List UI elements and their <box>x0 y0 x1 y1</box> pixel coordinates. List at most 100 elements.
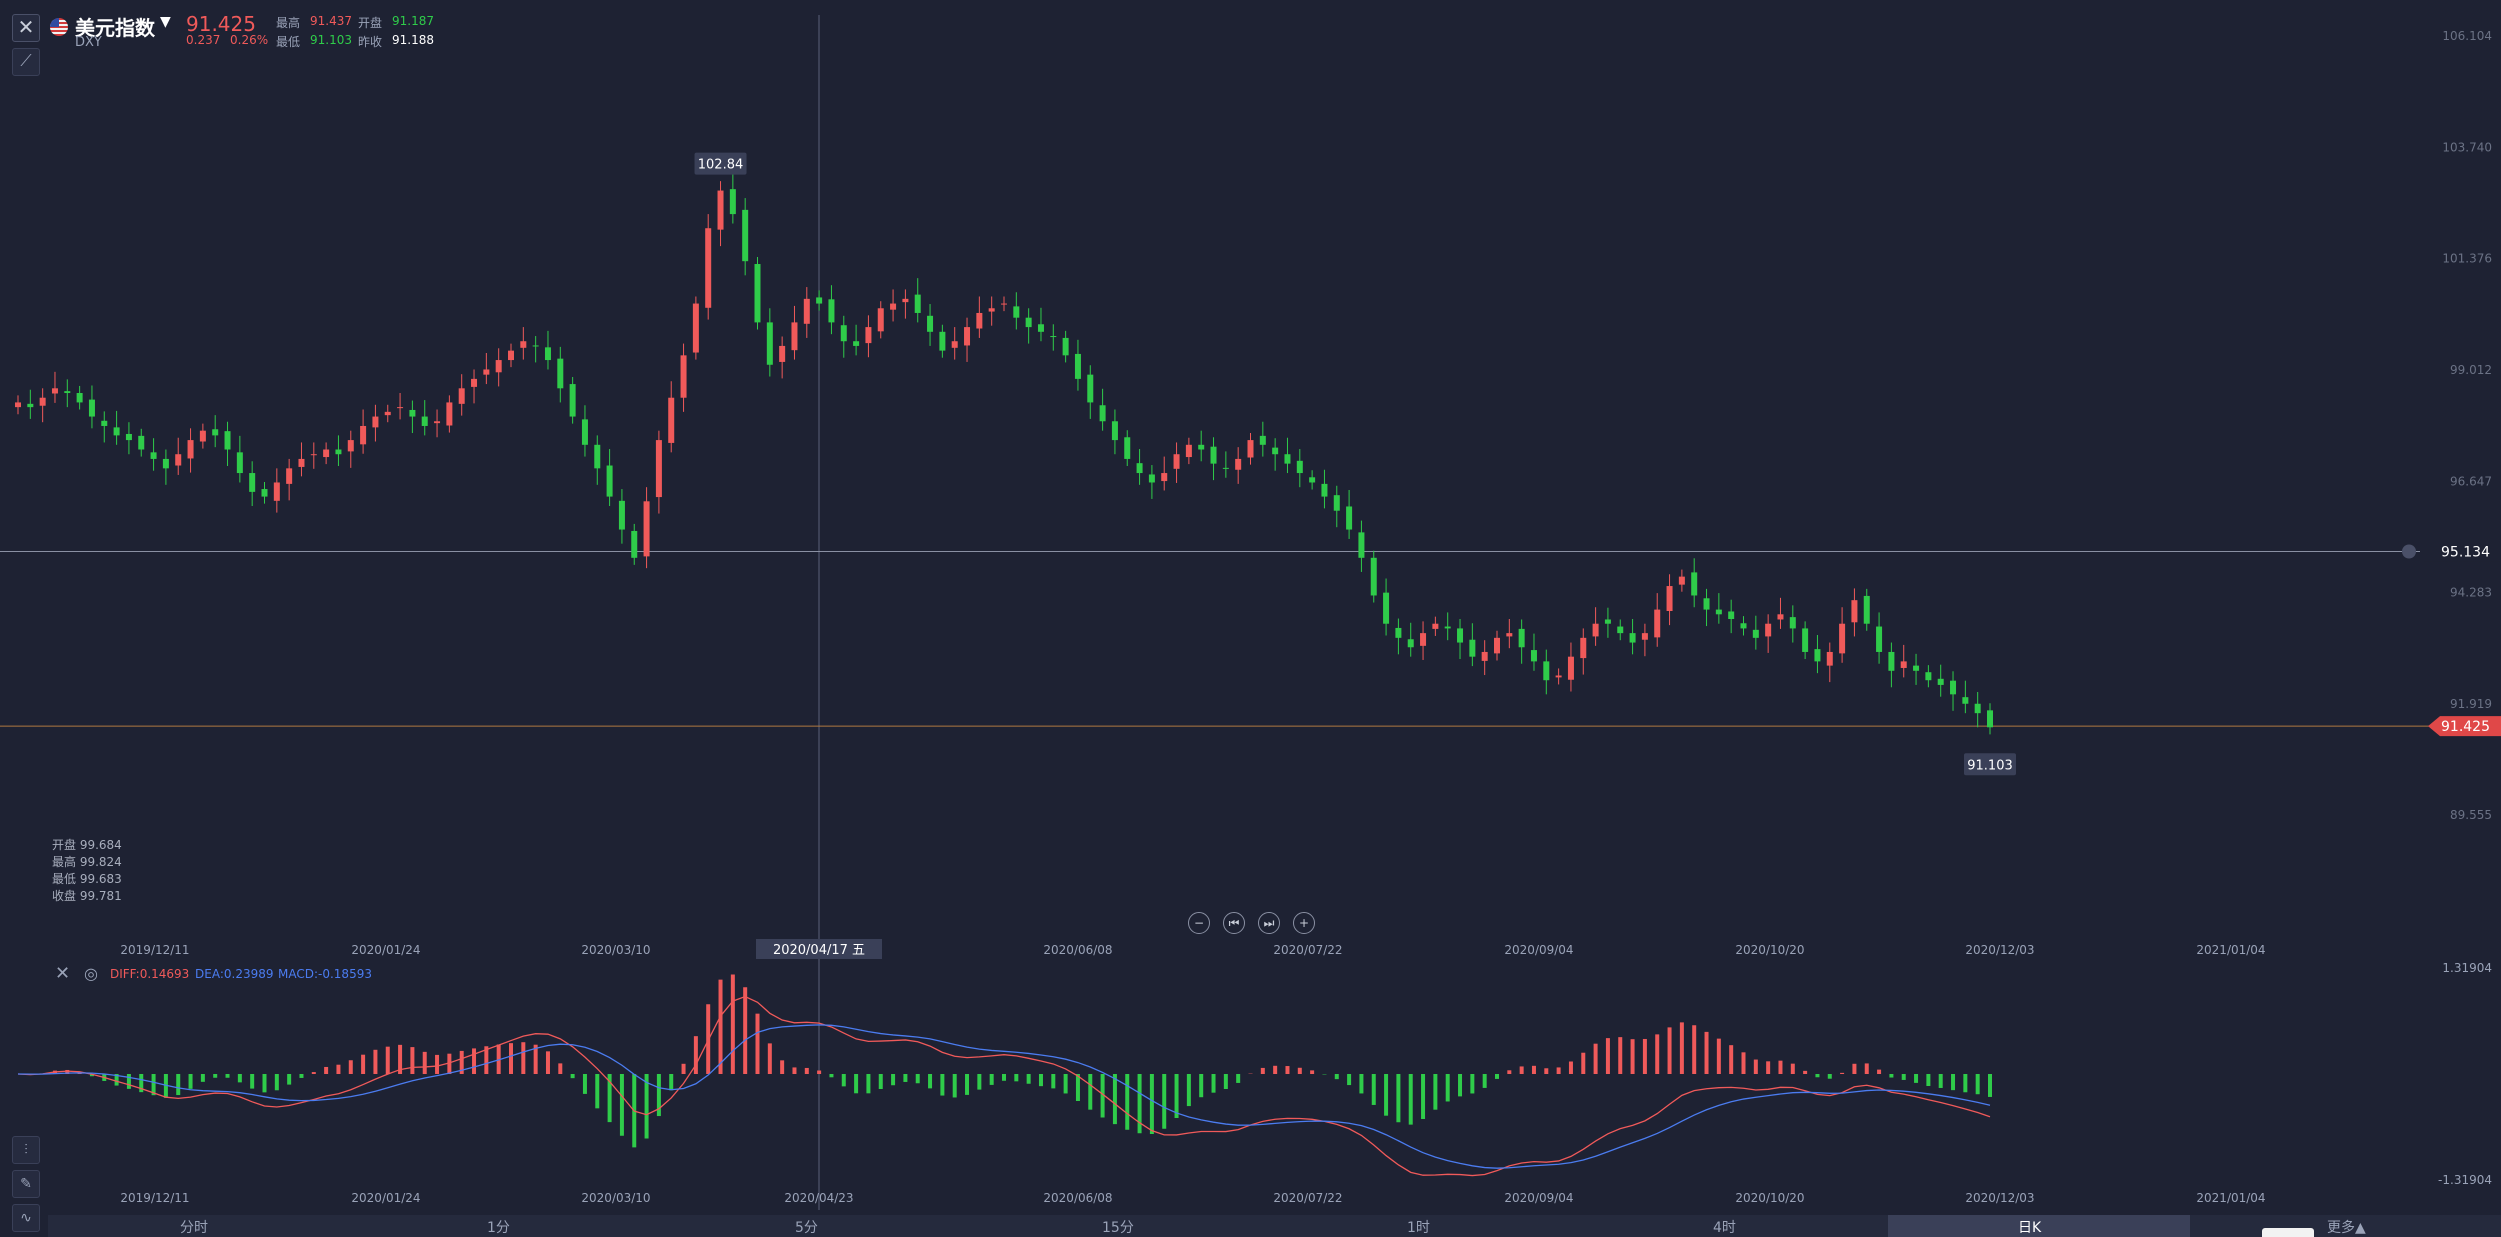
candle-body <box>1765 623 1772 637</box>
candle-body <box>187 440 194 459</box>
candle-body <box>1567 656 1574 680</box>
timeframe-4[interactable]: 1时 <box>1407 1220 1430 1236</box>
candle-body <box>175 454 182 466</box>
candle-body <box>261 489 268 497</box>
hover-low: 最低 99.683 <box>52 872 122 886</box>
hover-close: 收盘 99.781 <box>52 889 122 903</box>
hover-open: 开盘 99.684 <box>52 838 122 852</box>
timeframe-2[interactable]: 5分 <box>795 1220 818 1236</box>
zoom-out-button[interactable]: − <box>1188 912 1210 934</box>
symbol-dropdown-icon[interactable]: ▼ <box>160 14 171 30</box>
timeframe-6[interactable]: 日K <box>2018 1220 2042 1236</box>
candle-body <box>335 449 342 455</box>
date-axis-tick: 2020/06/08 <box>1043 943 1112 957</box>
candle-body <box>1876 626 1883 652</box>
date-axis-tick: 2020/10/20 <box>1735 943 1804 957</box>
max-marker-box <box>694 152 747 175</box>
candle-body <box>15 402 21 408</box>
candle-body <box>508 350 514 361</box>
macd-date-axis-tick: 2020/04/23 <box>784 1191 853 1205</box>
alert-price-label: 95.134 <box>2441 544 2490 560</box>
us-flag-icon <box>50 18 68 36</box>
candle-body <box>1703 598 1710 610</box>
candle-body <box>1604 619 1611 624</box>
open-label: 开盘 <box>358 16 383 30</box>
candle-body <box>766 322 773 365</box>
timeframe-1[interactable]: 1分 <box>487 1220 510 1236</box>
candle-body <box>865 327 872 344</box>
candle-body <box>1025 317 1032 328</box>
candle-body <box>1062 337 1069 356</box>
candle-body <box>1395 627 1402 638</box>
candle-body <box>692 303 699 353</box>
candle-body <box>1666 586 1673 612</box>
candle-body <box>1358 532 1365 558</box>
low-label: 最低 <box>276 35 301 49</box>
candle-body <box>1198 444 1205 450</box>
candle-body <box>1087 374 1094 403</box>
candle-body <box>347 440 354 452</box>
candle-body <box>113 427 120 436</box>
date-axis-tick: 2020/03/10 <box>581 943 650 957</box>
scroll-start-button[interactable]: ⏮ <box>1223 912 1245 934</box>
close-indicator-icon[interactable]: ✕ <box>55 963 71 984</box>
macd-date-axis-tick: 2020/06/08 <box>1043 1191 1112 1205</box>
timeframe-7[interactable]: 更多▲ <box>2327 1220 2366 1236</box>
candle-body <box>101 420 108 426</box>
candle-body <box>298 458 305 467</box>
candle-body <box>1235 458 1242 470</box>
candle-body <box>1457 628 1464 643</box>
prevclose-value: 91.188 <box>392 33 434 47</box>
pen-icon[interactable]: ✎ <box>12 1170 40 1198</box>
date-axis-tick: 2020/07/22 <box>1273 943 1342 957</box>
scroll-end-button[interactable]: ⏭ <box>1258 912 1280 934</box>
timeframe-3[interactable]: 15分 <box>1102 1220 1134 1236</box>
price-change-pct: 0.26% <box>230 33 269 47</box>
max-marker-label: 102.84 <box>698 158 744 173</box>
date-axis-tick: 2020/01/24 <box>351 943 420 957</box>
candle-body <box>458 388 465 404</box>
chart-style-icon[interactable]: ∿ <box>12 1204 40 1232</box>
candle-body <box>976 312 983 329</box>
alert-price-tag <box>2424 541 2501 562</box>
timeframe-0[interactable]: 分时 <box>180 1220 208 1236</box>
candle-body <box>1740 623 1747 629</box>
candle-body <box>1001 303 1007 305</box>
candle-body <box>853 341 860 346</box>
indicator-icon[interactable]: ⫶ <box>12 1136 40 1164</box>
symbol-code: DXY <box>75 35 102 50</box>
feedback-widget[interactable] <box>2262 1228 2314 1237</box>
candle-body <box>1641 633 1648 640</box>
price-axis-tick: 101.376 <box>2442 252 2492 266</box>
candle-body <box>1099 405 1106 422</box>
candle-body <box>1259 435 1266 445</box>
candle-body <box>1432 623 1439 629</box>
zoom-in-button[interactable]: + <box>1293 912 1315 934</box>
macd-date-axis-tick: 2020/07/22 <box>1273 1191 1342 1205</box>
candle-body <box>1247 440 1254 458</box>
draw-tool-icon[interactable]: ⟋ <box>12 48 40 76</box>
candle-body <box>76 393 83 403</box>
candle-body <box>1728 611 1735 620</box>
date-axis-tick: 2020/12/03 <box>1965 943 2034 957</box>
candle-body <box>680 355 687 398</box>
candle-body <box>249 473 256 492</box>
candle-body <box>224 431 231 450</box>
macd-diff-label: DIFF:0.14693 <box>110 967 190 981</box>
candle-body <box>655 440 662 498</box>
macd-histogram <box>28 974 1992 1148</box>
date-axis-tick: 2020/09/04 <box>1504 943 1573 957</box>
timeframe-5[interactable]: 4时 <box>1713 1220 1736 1236</box>
high-value: 91.437 <box>310 14 352 28</box>
macd-date-axis-tick: 2020/03/10 <box>581 1191 650 1205</box>
date-axis-tick: 2019/12/11 <box>120 943 189 957</box>
candle-body <box>717 190 724 230</box>
macd-date-axis-tick: 2020/10/20 <box>1735 1191 1804 1205</box>
candle-body <box>1580 637 1587 659</box>
symbol-name[interactable]: 美元指数 <box>75 16 155 40</box>
close-button[interactable]: ✕ <box>12 14 40 42</box>
indicator-settings-icon[interactable]: ◎ <box>84 964 98 983</box>
candle-body <box>1962 697 1969 704</box>
last-price-tag <box>2428 716 2501 737</box>
